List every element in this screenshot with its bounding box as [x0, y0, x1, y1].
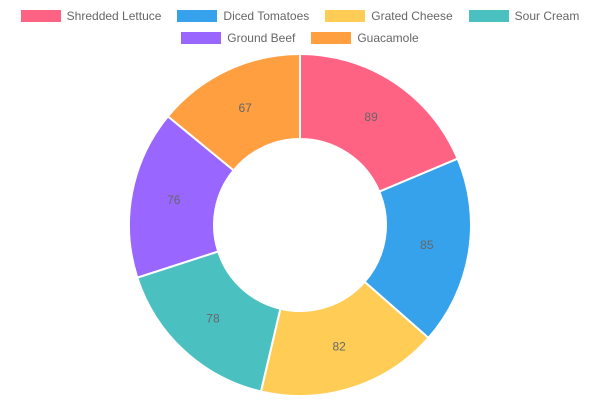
slice-value-label: 78	[206, 312, 220, 326]
legend-swatch	[325, 10, 366, 22]
slice-value-label: 82	[332, 340, 346, 354]
legend-swatch	[311, 32, 352, 44]
legend-label: Diced Tomatoes	[223, 9, 310, 23]
legend-label: Shredded Lettuce	[66, 9, 162, 23]
donut-slice[interactable]	[166, 52, 301, 172]
slice-value-label: 67	[238, 101, 252, 115]
legend-swatch	[20, 10, 61, 22]
legend-swatch	[177, 10, 218, 22]
legend-item[interactable]: Shredded Lettuce	[20, 9, 162, 23]
legend-item[interactable]: Guacamole	[311, 31, 419, 45]
legend-row: Shredded Lettuce Diced Tomatoes Grated Che…	[0, 9, 600, 23]
legend-row: Ground Beef Guacamole	[0, 31, 600, 45]
legend-label: Ground Beef	[227, 31, 296, 45]
donut-slice[interactable]	[363, 157, 472, 340]
legend-item[interactable]: Grated Cheese	[325, 9, 453, 23]
donut-slice[interactable]	[299, 52, 459, 193]
legend-item[interactable]: Sour Cream	[468, 9, 580, 23]
slice-value-label: 76	[167, 193, 181, 207]
donut-slice[interactable]	[136, 250, 282, 393]
legend-swatch	[181, 32, 222, 44]
legend-label: Grated Cheese	[371, 9, 453, 23]
legend-swatch	[468, 10, 509, 22]
slice-value-label: 89	[364, 110, 378, 124]
legend-item[interactable]: Diced Tomatoes	[177, 9, 309, 23]
legend-label: Sour Cream	[514, 9, 580, 23]
slice-value-label: 85	[420, 238, 434, 252]
legend-item[interactable]: Ground Beef	[181, 31, 295, 45]
legend-label: Guacamole	[357, 31, 419, 45]
